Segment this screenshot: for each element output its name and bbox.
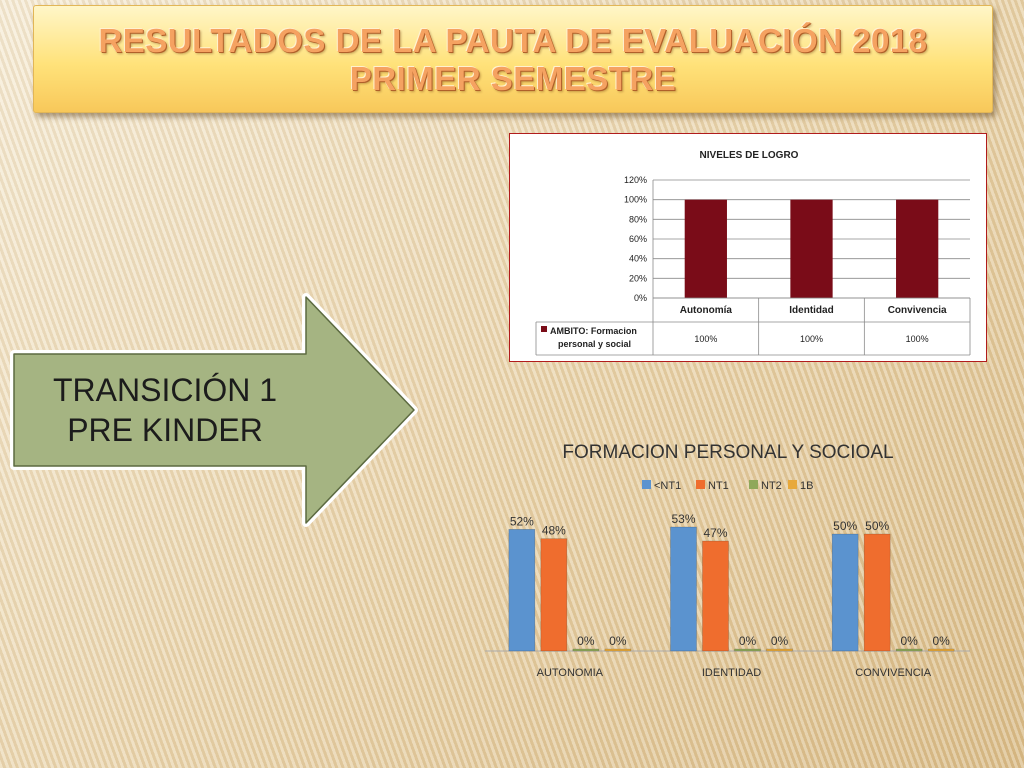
- chart1-y-tick: 40%: [629, 254, 647, 264]
- chart2-legend-swatch: [788, 480, 797, 489]
- chart1-legend-swatch: [541, 326, 547, 332]
- chart2-data-label: 50%: [833, 519, 857, 533]
- chart2-bar: [702, 540, 729, 652]
- formacion-personal-chart: FORMACION PERSONAL Y SOCIOAL <NT1 NT1 NT2 1B…: [485, 442, 970, 679]
- niveles-de-logro-chart: NIVELES DE LOGRO 0% 20% 40% 60% 80% 100% 120% Au…: [509, 133, 987, 362]
- slide-title-line-1: RESULTADOS DE LA PAUTA DE EVALUACIÓN 201…: [98, 22, 928, 59]
- chart2-bar: [831, 533, 859, 652]
- chart1-value-label: 100%: [800, 334, 823, 344]
- chart2-legend-label: NT1: [708, 480, 729, 492]
- arrow-label-line-1: TRANSICIÓN 1: [52, 372, 278, 408]
- chart2-data-label: 0%: [900, 634, 918, 648]
- chart2-data-label: 0%: [739, 634, 757, 648]
- chart2-legend-label: 1B: [800, 480, 813, 492]
- chart2-data-label: 0%: [577, 634, 595, 648]
- chart1-y-tick: 0%: [634, 293, 647, 303]
- chart2-legend-swatch: [696, 480, 705, 489]
- chart1-bar: [790, 199, 833, 298]
- chart2-bar: [508, 529, 536, 652]
- chart2-bar: [895, 648, 923, 652]
- chart2-bar: [734, 648, 761, 652]
- chart2-bar: [863, 533, 891, 652]
- chart2-data-label: 53%: [671, 512, 695, 526]
- chart1-category-label: Identidad: [789, 305, 833, 316]
- chart1-y-tick: 120%: [624, 175, 647, 185]
- chart2-category-label: AUTONOMIA: [537, 667, 604, 679]
- chart2-bar: [670, 526, 697, 652]
- chart2-legend-label: NT2: [761, 480, 782, 492]
- niveles-de-logro-svg: NIVELES DE LOGRO 0% 20% 40% 60% 80% 100% 120% Au…: [535, 150, 971, 356]
- chart2-data-label: 48%: [542, 524, 566, 538]
- chart1-y-tick: 100%: [624, 195, 647, 205]
- chart2-bar: [540, 538, 568, 652]
- arrow-shape: [10, 293, 418, 527]
- title-banner: RESULTADOS DE LA PAUTA DE EVALUACIÓN 201…: [33, 5, 993, 113]
- chart1-y-tick: 80%: [629, 214, 647, 224]
- chart2-category-label: CONVIVENCIA: [855, 667, 931, 679]
- chart1-y-tick: 60%: [629, 234, 647, 244]
- chart2-title: FORMACION PERSONAL Y SOCIOAL: [562, 442, 893, 463]
- chart2-data-label: 47%: [703, 526, 727, 540]
- chart1-category-label: Autonomía: [680, 305, 733, 316]
- chart2-legend-swatch: [749, 480, 758, 489]
- chart1-title: NIVELES DE LOGRO: [700, 150, 799, 161]
- chart1-value-label: 100%: [906, 334, 929, 344]
- chart2-bar: [927, 648, 955, 652]
- chart1-bar: [684, 199, 727, 298]
- chart1-bar: [896, 199, 939, 298]
- chart1-legend-label: AMBITO: Formacion personal y social: [550, 326, 637, 349]
- chart1-y-tick: 20%: [629, 273, 647, 283]
- chart2-category-label: IDENTIDAD: [702, 667, 761, 679]
- arrow-label: TRANSICIÓN 1 PRE KINDER: [20, 350, 310, 470]
- chart2-data-label: 50%: [865, 519, 889, 533]
- chart2-bar: [766, 648, 793, 652]
- chart2-data-label: 0%: [609, 634, 627, 648]
- chart2-bar: [572, 648, 600, 652]
- chart2-bar: [604, 648, 632, 652]
- chart1-category-label: Convivencia: [888, 305, 947, 316]
- slide-title-line-2: PRIMER SEMESTRE: [349, 60, 677, 97]
- chart2-legend-swatch: [642, 480, 651, 489]
- chart1-value-label: 100%: [694, 334, 717, 344]
- chart2-data-label: 52%: [510, 514, 534, 528]
- chart2-legend-label: <NT1: [654, 480, 681, 492]
- arrow-label-line-2: PRE KINDER: [67, 412, 263, 448]
- chart2-data-label: 0%: [932, 634, 950, 648]
- chart2-data-label: 0%: [771, 634, 789, 648]
